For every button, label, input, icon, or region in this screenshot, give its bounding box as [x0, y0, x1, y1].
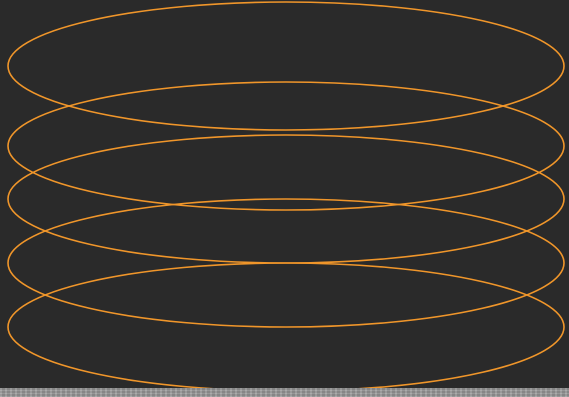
orange-ellipse-2 — [7, 81, 565, 211]
ellipse-stack — [7, 1, 565, 392]
orange-ellipse-1 — [7, 1, 565, 131]
orange-ellipse-4 — [7, 198, 565, 328]
texture-strip — [0, 388, 569, 397]
